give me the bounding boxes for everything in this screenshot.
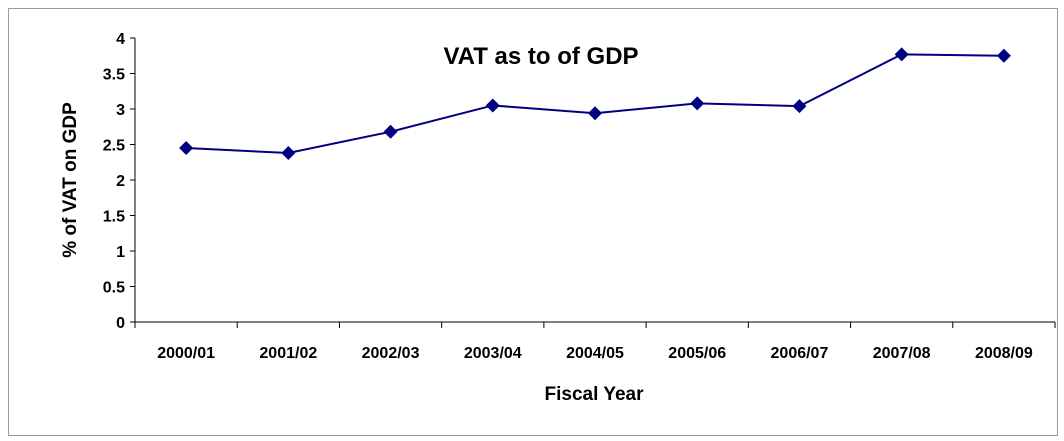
data-point [179, 141, 194, 156]
y-tick-label: 1 [116, 244, 125, 261]
x-tick-label: 2000/01 [157, 345, 215, 362]
data-point [792, 99, 807, 114]
y-tick-label: 4 [116, 31, 125, 48]
axes [134, 38, 1055, 323]
chart-title: VAT as to of GDP [443, 43, 638, 70]
y-axis-ticks: 0 0.5 1 1.5 2 2.5 3 3.5 4 [103, 31, 135, 332]
chart-frame [8, 8, 1058, 436]
data-point [690, 96, 705, 111]
y-tick-label: 0 [116, 315, 125, 332]
y-tick-label: 3.5 [103, 67, 125, 84]
x-tick-label: 2001/02 [259, 345, 317, 362]
data-point [281, 146, 296, 161]
x-tick-label: 2004/05 [566, 345, 624, 362]
y-tick-label: 0.5 [103, 280, 125, 297]
x-tick-label: 2007/08 [873, 345, 931, 362]
data-point [383, 124, 398, 139]
x-tick-label: 2005/06 [668, 345, 726, 362]
y-tick-label: 1.5 [103, 209, 125, 226]
data-point [894, 47, 909, 62]
data-point [996, 48, 1011, 63]
x-axis-label: Fiscal Year [545, 384, 645, 405]
data-point [485, 98, 500, 113]
x-tick-label: 2008/09 [975, 345, 1033, 362]
x-tick-label: 2002/03 [362, 345, 420, 362]
x-tick-label: 2006/07 [771, 345, 829, 362]
y-axis-label: % of VAT on GDP [60, 102, 81, 258]
data-point [588, 106, 602, 121]
x-tick-label: 2003/04 [464, 345, 522, 362]
x-axis-ticks: 2000/01 2001/02 2002/03 2003/04 2004/05 2005/… [134, 322, 1056, 362]
y-tick-label: 2 [116, 173, 125, 190]
y-tick-label: 3 [116, 102, 125, 119]
series-markers [179, 47, 1011, 161]
y-tick-label: 2.5 [103, 138, 125, 155]
